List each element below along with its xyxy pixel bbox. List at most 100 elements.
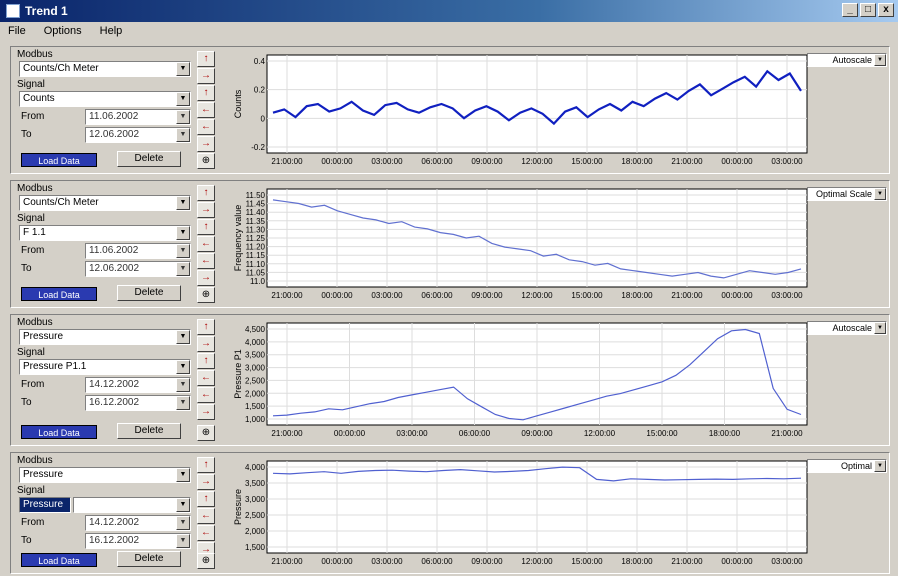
- signal-dropdown[interactable]: Pressure: [19, 497, 71, 513]
- to-date-field[interactable]: 16.12.2002 ▼: [85, 395, 191, 411]
- arrow-up-icon[interactable]: ↑: [197, 185, 215, 201]
- chevron-down-icon[interactable]: ▼: [874, 322, 886, 334]
- arrow-left-icon[interactable]: ←: [197, 119, 215, 135]
- chevron-down-icon[interactable]: ▼: [176, 360, 190, 374]
- signal-dropdown[interactable]: F 1.1 ▼: [19, 225, 191, 241]
- chevron-down-icon[interactable]: ▼: [176, 396, 190, 410]
- delete-button[interactable]: Delete: [117, 423, 181, 439]
- delete-button[interactable]: Delete: [117, 151, 181, 167]
- signal-controls: Modbus Pressure ▼ Signal Pressure P1.1 ▼ From 1…: [17, 315, 197, 445]
- arrow-up-icon[interactable]: ↑: [197, 51, 215, 67]
- arrow-right-icon[interactable]: →: [197, 68, 215, 84]
- group-dropdown[interactable]: Pressure ▼: [19, 467, 191, 483]
- chevron-down-icon[interactable]: ▼: [176, 226, 190, 240]
- to-label: To: [21, 263, 32, 274]
- group-dropdown[interactable]: Counts/Ch Meter ▼: [19, 195, 191, 211]
- load-data-button[interactable]: Load Data: [21, 553, 97, 567]
- from-date-field[interactable]: 11.06.2002 ▼: [85, 109, 191, 125]
- arrow-left-icon[interactable]: ←: [197, 236, 215, 252]
- arrow-up-icon[interactable]: ↑: [197, 219, 215, 235]
- chevron-down-icon[interactable]: ▼: [176, 330, 190, 344]
- chevron-down-icon[interactable]: ▼: [176, 196, 190, 210]
- arrow-right-icon[interactable]: →: [197, 270, 215, 286]
- signal-value: Pressure P1.1: [23, 361, 87, 372]
- scale-dropdown[interactable]: Optimal ▼: [807, 459, 887, 473]
- arrow-up-icon[interactable]: ↑: [197, 85, 215, 101]
- to-label: To: [21, 129, 32, 140]
- zoom-icon[interactable]: ⊕: [197, 553, 215, 569]
- y-axis-label: Counts: [233, 89, 243, 118]
- chevron-down-icon[interactable]: ▼: [874, 460, 886, 472]
- arrow-right-icon[interactable]: →: [197, 404, 215, 420]
- load-data-button[interactable]: Load Data: [21, 287, 97, 301]
- arrow-up-icon[interactable]: ↑: [197, 319, 215, 335]
- maximize-button[interactable]: □: [860, 3, 876, 17]
- chevron-down-icon[interactable]: ▼: [874, 188, 886, 200]
- chevron-down-icon[interactable]: ▼: [176, 378, 190, 392]
- load-data-button[interactable]: Load Data: [21, 153, 97, 167]
- arrow-right-icon[interactable]: →: [197, 202, 215, 218]
- zoom-icon[interactable]: ⊕: [197, 287, 215, 303]
- signal-dropdown[interactable]: Counts ▼: [19, 91, 191, 107]
- arrow-left-icon[interactable]: ←: [197, 370, 215, 386]
- y-tick-label: 1,000: [245, 415, 266, 424]
- arrow-left-icon[interactable]: ←: [197, 508, 215, 524]
- group-dropdown[interactable]: Pressure ▼: [19, 329, 191, 345]
- minimize-button[interactable]: _: [842, 3, 858, 17]
- arrow-right-icon[interactable]: →: [197, 136, 215, 152]
- x-tick-label: 18:00:00: [621, 291, 653, 300]
- delete-button[interactable]: Delete: [117, 285, 181, 301]
- from-label: From: [21, 245, 45, 256]
- load-data-button[interactable]: Load Data: [21, 425, 97, 439]
- zoom-icon[interactable]: ⊕: [197, 153, 215, 169]
- to-date-field[interactable]: 16.12.2002 ▼: [85, 533, 191, 549]
- signal-dropdown-arrow[interactable]: ▼: [73, 497, 191, 513]
- trend-panel-1: Modbus Counts/Ch Meter ▼ Signal Counts ▼ From 1…: [10, 46, 890, 174]
- from-date-value: 11.06.2002: [89, 111, 139, 122]
- scale-dropdown[interactable]: Autoscale ▼: [807, 321, 887, 335]
- arrow-left-icon[interactable]: ←: [197, 525, 215, 541]
- menu-help[interactable]: Help: [99, 25, 123, 37]
- from-date-field[interactable]: 14.12.2002 ▼: [85, 515, 191, 531]
- chevron-down-icon[interactable]: ▼: [176, 110, 190, 124]
- chevron-down-icon[interactable]: ▼: [176, 92, 190, 106]
- from-label: From: [21, 379, 45, 390]
- scale-dropdown[interactable]: Optimal Scale ▼: [807, 187, 887, 201]
- trend-panel-3: Modbus Pressure ▼ Signal Pressure P1.1 ▼ From 1…: [10, 314, 890, 446]
- to-date-field[interactable]: 12.06.2002 ▼: [85, 261, 191, 277]
- chevron-down-icon[interactable]: ▼: [176, 262, 190, 276]
- menu-file[interactable]: File: [8, 25, 26, 37]
- scale-dropdown[interactable]: Autoscale ▼: [807, 53, 887, 67]
- group-value: Pressure: [23, 331, 64, 342]
- y-tick-label: 11.45: [246, 200, 266, 209]
- zoom-icon[interactable]: ⊕: [197, 425, 215, 441]
- arrow-left-icon[interactable]: ←: [197, 387, 215, 403]
- chevron-down-icon[interactable]: ▼: [176, 128, 190, 142]
- delete-button[interactable]: Delete: [117, 551, 181, 567]
- y-tick-label: 2,000: [245, 527, 266, 536]
- chevron-down-icon[interactable]: ▼: [176, 62, 190, 76]
- from-date-field[interactable]: 11.06.2002 ▼: [85, 243, 191, 259]
- chevron-down-icon[interactable]: ▼: [874, 54, 886, 66]
- to-date-field[interactable]: 12.06.2002 ▼: [85, 127, 191, 143]
- chevron-down-icon[interactable]: ▼: [176, 534, 190, 548]
- chevron-down-icon[interactable]: ▼: [176, 516, 190, 530]
- arrow-up-icon[interactable]: ↑: [197, 353, 215, 369]
- chevron-down-icon[interactable]: ▼: [176, 498, 190, 512]
- group-dropdown[interactable]: Counts/Ch Meter ▼: [19, 61, 191, 77]
- signal-dropdown[interactable]: Pressure P1.1 ▼: [19, 359, 191, 375]
- scale-value: Autoscale: [832, 323, 872, 333]
- chevron-down-icon[interactable]: ▼: [176, 244, 190, 258]
- arrow-right-icon[interactable]: →: [197, 474, 215, 490]
- arrow-up-icon[interactable]: ↑: [197, 457, 215, 473]
- close-button[interactable]: x: [878, 3, 894, 17]
- arrow-left-icon[interactable]: ←: [197, 253, 215, 269]
- arrow-up-icon[interactable]: ↑: [197, 491, 215, 507]
- arrow-right-icon[interactable]: →: [197, 336, 215, 352]
- signal-label: Signal: [17, 485, 45, 496]
- menu-options[interactable]: Options: [43, 25, 82, 37]
- chevron-down-icon[interactable]: ▼: [176, 468, 190, 482]
- from-date-field[interactable]: 14.12.2002 ▼: [85, 377, 191, 393]
- from-date-value: 11.06.2002: [89, 245, 139, 256]
- arrow-left-icon[interactable]: ←: [197, 102, 215, 118]
